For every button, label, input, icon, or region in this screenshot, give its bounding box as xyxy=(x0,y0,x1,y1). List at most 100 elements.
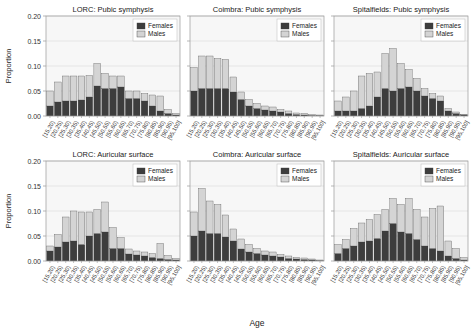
bar-segment xyxy=(421,246,428,261)
bar-segment xyxy=(94,210,101,234)
bar-segment xyxy=(398,64,405,89)
x-tick xyxy=(120,116,121,118)
bar-segment xyxy=(437,101,444,116)
bar-segment xyxy=(238,249,245,261)
bar-segment xyxy=(191,68,198,92)
bar-segment xyxy=(421,217,428,246)
x-tick xyxy=(424,261,425,263)
bar-segment xyxy=(445,111,452,116)
bar-segment xyxy=(350,111,357,116)
bar-segment xyxy=(374,239,381,262)
x-tick xyxy=(176,261,177,263)
panel: [15,20)[20,25)[25,30)[30,35)[35,40)[40,4… xyxy=(330,5,471,141)
x-tick xyxy=(280,116,281,118)
legend-swatch xyxy=(281,31,289,37)
bar-segment xyxy=(165,256,172,260)
bar-segment xyxy=(191,212,198,236)
bar-segment xyxy=(141,101,148,116)
x-tick xyxy=(176,116,177,118)
bar-segment xyxy=(269,111,276,116)
y-tick xyxy=(187,116,190,117)
bar-segment xyxy=(102,89,109,117)
legend-label: Females xyxy=(148,22,174,29)
bar-segment xyxy=(54,102,61,116)
x-tick xyxy=(105,261,106,263)
plot-area xyxy=(334,161,468,261)
y-tick xyxy=(331,186,334,187)
x-tick xyxy=(81,261,82,263)
bar-segment xyxy=(62,76,69,101)
x-tick xyxy=(160,116,161,118)
bar-segment xyxy=(141,94,148,102)
legend-label: Males xyxy=(436,175,454,182)
bar-segment xyxy=(141,256,148,261)
y-tick xyxy=(43,66,46,67)
bar-segment xyxy=(102,232,109,261)
y-tick xyxy=(187,211,190,212)
y-tick xyxy=(43,186,46,187)
x-tick xyxy=(280,261,281,263)
x-tick xyxy=(217,261,218,263)
plot-frame xyxy=(46,161,180,261)
bar-segment xyxy=(335,111,342,116)
bar-segment xyxy=(406,234,413,262)
bar-segment xyxy=(125,99,132,117)
bar-segment xyxy=(406,87,413,116)
x-tick xyxy=(296,116,297,118)
bar-segment xyxy=(366,241,373,261)
bar-segment xyxy=(277,255,284,258)
bar-segment xyxy=(118,76,125,87)
bar-segment xyxy=(157,244,164,259)
x-tick xyxy=(401,261,402,263)
x-tick xyxy=(209,261,210,263)
bar-segment xyxy=(86,76,93,98)
x-tick xyxy=(464,116,465,118)
x-tick xyxy=(416,261,417,263)
bar-segment xyxy=(285,114,292,117)
y-tick-label: 0.10 xyxy=(27,63,41,70)
bar-segment xyxy=(342,111,349,116)
bar-segment xyxy=(214,89,221,117)
bar-segment xyxy=(358,76,365,109)
legend-box xyxy=(421,19,465,41)
plot-area xyxy=(190,161,324,261)
x-tick xyxy=(361,116,362,118)
legend: FemalesMales xyxy=(277,19,321,41)
x-tick xyxy=(73,116,74,118)
y-tick-label: 0.05 xyxy=(27,233,41,240)
bar-segment xyxy=(254,254,261,262)
x-tick xyxy=(320,261,321,263)
bar-segment xyxy=(214,59,221,89)
bar-segment xyxy=(94,234,101,262)
y-tick xyxy=(43,16,46,17)
bar-segment xyxy=(254,249,261,254)
x-tick xyxy=(152,116,153,118)
y-axis-label: Proportion xyxy=(4,49,13,84)
bar-segment xyxy=(70,101,77,116)
y-tick xyxy=(187,41,190,42)
x-tick xyxy=(288,261,289,263)
legend-label: Males xyxy=(436,30,454,37)
x-tick xyxy=(369,116,370,118)
y-tick xyxy=(331,116,334,117)
x-tick xyxy=(120,261,121,263)
y-tick xyxy=(43,116,46,117)
bar-segment xyxy=(165,110,172,114)
bar-segment xyxy=(398,232,405,261)
bar-segment xyxy=(198,89,205,117)
bar-segment xyxy=(262,106,269,110)
y-tick xyxy=(331,236,334,237)
bar-segment xyxy=(149,258,156,262)
x-tick xyxy=(113,116,114,118)
y-tick-label: 0.20 xyxy=(27,13,41,20)
bar-segment xyxy=(269,107,276,111)
x-tick xyxy=(128,261,129,263)
bar-segment xyxy=(191,91,198,116)
title: Spitalfields: Pubic symphysis xyxy=(353,5,450,14)
bar-segment xyxy=(110,228,117,249)
legend-swatch xyxy=(281,176,289,182)
y-tick xyxy=(43,41,46,42)
bar-segment xyxy=(198,231,205,261)
x-tick xyxy=(49,261,50,263)
plot-frame xyxy=(334,161,468,261)
